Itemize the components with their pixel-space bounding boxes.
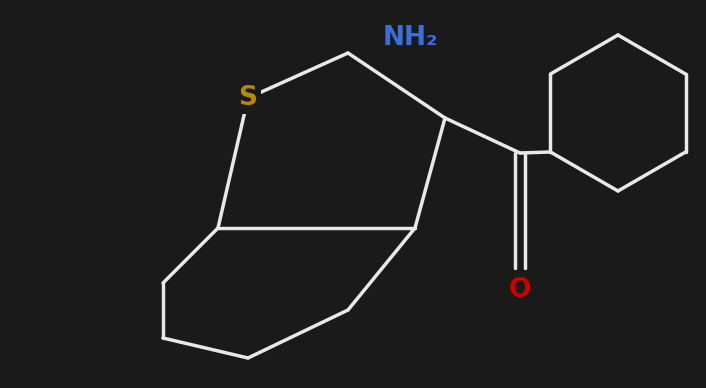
Text: S: S (239, 85, 258, 111)
Text: O: O (509, 277, 531, 303)
Text: NH₂: NH₂ (382, 25, 438, 51)
